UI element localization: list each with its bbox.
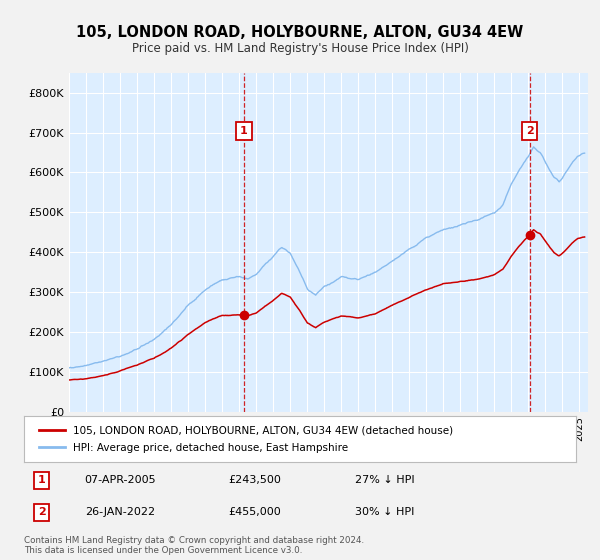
Text: Price paid vs. HM Land Registry's House Price Index (HPI): Price paid vs. HM Land Registry's House … [131, 42, 469, 55]
Text: 1: 1 [38, 475, 46, 486]
Text: 27% ↓ HPI: 27% ↓ HPI [355, 475, 415, 486]
Text: 2: 2 [526, 126, 533, 136]
Text: Contains HM Land Registry data © Crown copyright and database right 2024.
This d: Contains HM Land Registry data © Crown c… [24, 536, 364, 555]
Legend: 105, LONDON ROAD, HOLYBOURNE, ALTON, GU34 4EW (detached house), HPI: Average pri: 105, LONDON ROAD, HOLYBOURNE, ALTON, GU3… [35, 421, 458, 457]
Text: £243,500: £243,500 [228, 475, 281, 486]
Text: 07-APR-2005: 07-APR-2005 [85, 475, 157, 486]
Text: 105, LONDON ROAD, HOLYBOURNE, ALTON, GU34 4EW: 105, LONDON ROAD, HOLYBOURNE, ALTON, GU3… [76, 25, 524, 40]
Text: 2: 2 [38, 507, 46, 517]
Text: 26-JAN-2022: 26-JAN-2022 [85, 507, 155, 517]
Text: 1: 1 [240, 126, 248, 136]
Text: £455,000: £455,000 [228, 507, 281, 517]
Text: 30% ↓ HPI: 30% ↓ HPI [355, 507, 415, 517]
